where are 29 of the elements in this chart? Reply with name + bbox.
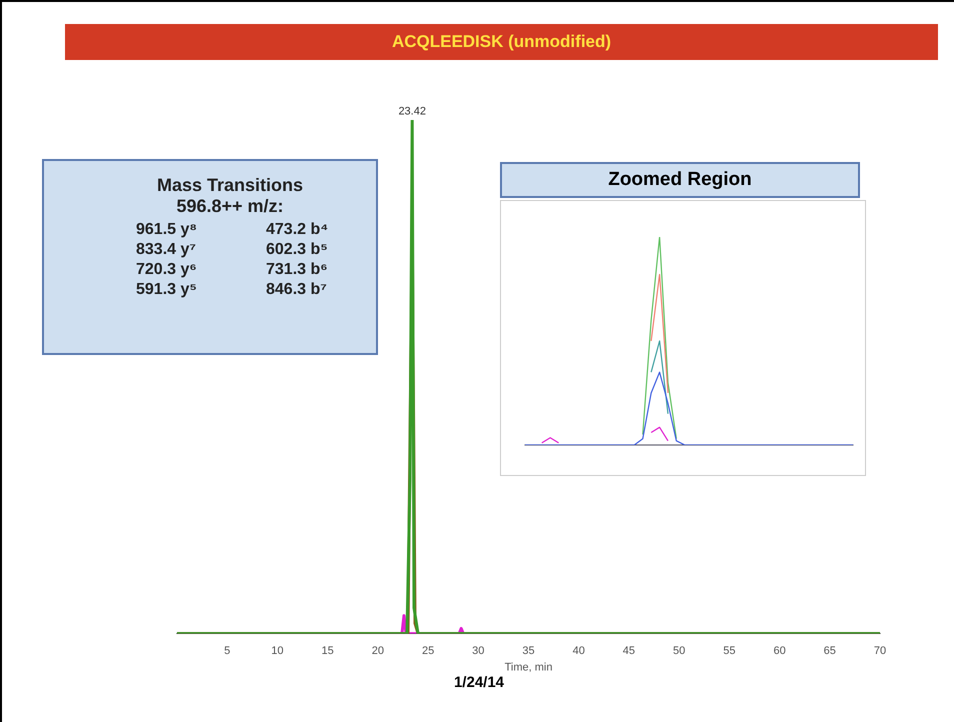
x-tick-label: 25: [422, 645, 434, 658]
annotation: 833.4 y⁷: [136, 241, 197, 259]
x-tick-label: 40: [572, 645, 585, 658]
x-tick-label: 50: [673, 645, 686, 658]
x-tick-label: 15: [322, 645, 334, 658]
x-tick-label: 20: [372, 645, 384, 658]
annotation: 596.8++ m/z:: [175, 196, 285, 217]
x-tick-label: 35: [522, 645, 535, 658]
annotation: 591.3 y⁵: [136, 281, 198, 299]
x-tick-label: 10: [271, 645, 284, 658]
x-tick-label: 60: [773, 645, 786, 658]
text: 1/24/14: [452, 674, 506, 691]
x-axis-title: Time, min: [504, 661, 552, 674]
x-tick-label: 30: [472, 645, 484, 658]
annotation: 720.3 y⁶: [136, 261, 198, 279]
title-banner: Zoomed Region: [500, 162, 860, 198]
x-tick-label: 65: [824, 645, 836, 658]
annotation: Mass Transitions: [156, 175, 304, 196]
annotation: 961.5 y⁸: [136, 221, 198, 239]
title-banner: ACQLEEDISK (unmodified): [65, 24, 938, 60]
annotation: 846.3 b⁷: [266, 281, 328, 299]
x-tick-label: 45: [622, 645, 636, 658]
annotation: 602.3 b⁵: [266, 241, 329, 259]
x-tick-label: 55: [723, 645, 736, 658]
annotation: 473.2 b⁴: [266, 221, 330, 239]
x-tick-label: 70: [874, 645, 886, 658]
x-tick-label: 5: [224, 645, 230, 658]
annotation: 731.3 b⁶: [266, 261, 329, 279]
annotation: 23.42: [398, 106, 426, 118]
